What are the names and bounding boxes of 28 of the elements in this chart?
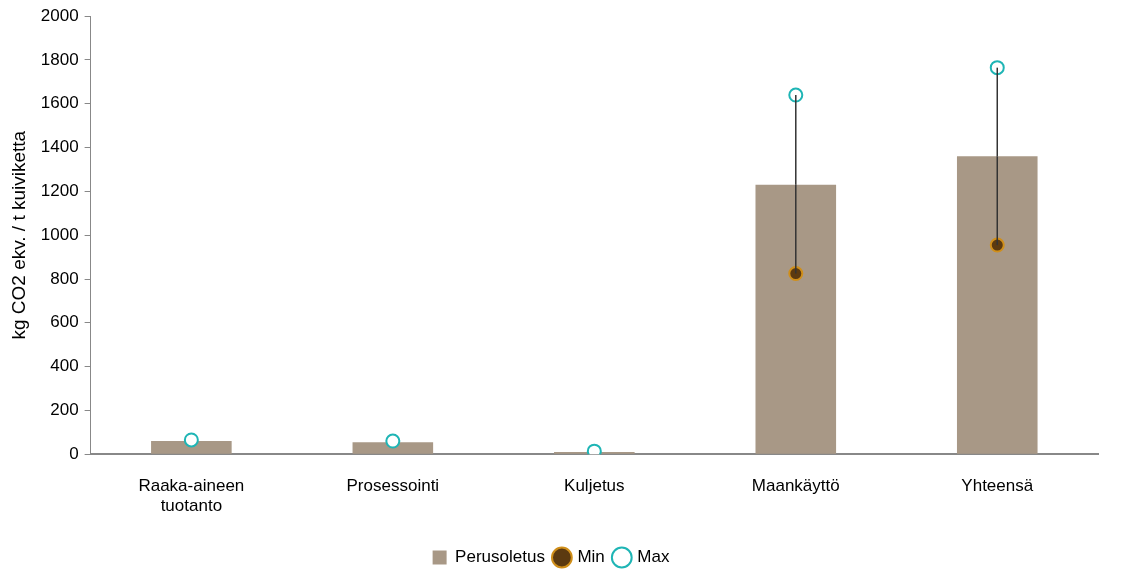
y-tick-label: 1000 (40, 224, 79, 244)
point (989, 60, 1005, 76)
legend-label: Max (637, 547, 670, 567)
y-tick-label: 600 (50, 312, 79, 332)
x-tick-label: Yhteensä (961, 476, 1034, 496)
y-tick-label: 0 (69, 443, 79, 463)
x-tick-label: Raaka-aineen tuotanto (138, 476, 245, 516)
y-axis-title: kg CO2 ekv. / t kuiviketta (7, 130, 29, 340)
bar (956, 156, 1038, 454)
legend-label: Perusoletus (455, 547, 545, 567)
y-tick-label: 1400 (40, 137, 79, 157)
y-tick-label: 1200 (40, 181, 79, 201)
point (183, 432, 199, 448)
bar (151, 441, 232, 454)
y-tick-label: 2000 (40, 5, 79, 25)
bar (755, 184, 837, 454)
x-tick-label: Kuljetus (564, 476, 625, 496)
x-tick-label: Prosessointi (346, 476, 440, 496)
bar (352, 442, 434, 454)
point (989, 237, 1005, 253)
legend-label: Min (577, 547, 605, 567)
y-tick-label: 800 (50, 268, 79, 288)
y-tick-label: 200 (50, 400, 79, 420)
point (385, 433, 401, 449)
y-tick-label: 400 (50, 356, 79, 376)
x-tick-label: Maankäyttö (751, 476, 840, 496)
y-tick-label: 1600 (40, 93, 79, 113)
y-tick-label: 1800 (40, 49, 79, 69)
